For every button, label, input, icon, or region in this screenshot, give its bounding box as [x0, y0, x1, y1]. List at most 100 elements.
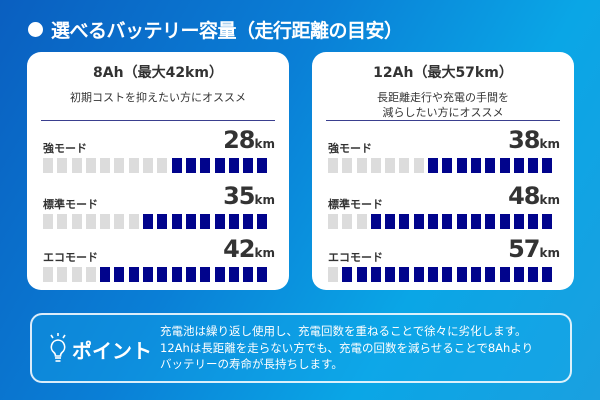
- point-line: 12Ahは長距離を走らない方でも、充電の回数を減らせることで8Ahより: [160, 340, 534, 355]
- range-segment-empty: [128, 214, 139, 229]
- range-segment-filled: [171, 214, 182, 229]
- range-segment-empty: [385, 158, 396, 173]
- range-bar: [43, 158, 268, 173]
- range-segment-filled: [470, 214, 481, 229]
- range-segment-filled: [342, 267, 353, 282]
- range-segment-filled: [542, 267, 553, 282]
- bullet-icon: [28, 22, 43, 37]
- range-value: 38km: [508, 126, 560, 154]
- mode-label: 標準モード: [43, 198, 98, 211]
- range-segment-filled: [399, 267, 410, 282]
- range-segment-empty: [328, 214, 338, 229]
- range-segment-filled: [428, 267, 439, 282]
- range-segment-filled: [528, 267, 539, 282]
- range-segment-filled: [499, 158, 510, 173]
- range-number: 28: [223, 126, 255, 154]
- range-segment-filled: [428, 214, 439, 229]
- section-title: 選べるバッテリー容量（走行距離の目安）: [51, 20, 403, 42]
- range-segment-filled: [128, 267, 139, 282]
- divider: [326, 120, 560, 121]
- range-value: 48km: [508, 182, 560, 210]
- card-subtitle: 初期コストを抑えたい方にオススメ: [27, 90, 289, 120]
- range-unit: km: [254, 193, 275, 207]
- range-segment-empty: [100, 214, 111, 229]
- point-box: ポイント 充電池は繰り返し使用し、充電回数を重ねることで徐々に劣化します。 12…: [30, 313, 572, 383]
- range-segment-filled: [243, 267, 254, 282]
- subtitle-line: 減らしたい方にオススメ: [382, 106, 504, 119]
- battery-card: 12Ah（最大57km） 長距離走行や充電の手間を 減らしたい方にオススメ 強モー…: [312, 52, 574, 290]
- range-segment-filled: [442, 267, 453, 282]
- range-segment-empty: [71, 267, 82, 282]
- range-segment-filled: [185, 214, 196, 229]
- range-segment-empty: [128, 158, 139, 173]
- range-segment-empty: [157, 158, 168, 173]
- range-segment-filled: [442, 214, 453, 229]
- range-segment-filled: [499, 214, 510, 229]
- range-number: 48: [508, 182, 540, 210]
- range-segment-empty: [57, 267, 68, 282]
- range-segment-filled: [214, 214, 225, 229]
- range-segment-filled: [214, 158, 225, 173]
- point-label: ポイント: [72, 339, 152, 363]
- range-segment-filled: [413, 214, 424, 229]
- range-number: 38: [508, 126, 540, 154]
- range-segment-filled: [370, 214, 381, 229]
- range-segment-filled: [228, 214, 239, 229]
- range-segment-empty: [57, 214, 68, 229]
- range-segment-filled: [542, 158, 553, 173]
- range-segment-filled: [428, 158, 439, 173]
- range-segment-filled: [485, 267, 496, 282]
- range-segment-filled: [228, 267, 239, 282]
- range-value: 42km: [223, 235, 275, 263]
- range-segment-filled: [470, 267, 481, 282]
- divider: [41, 120, 275, 121]
- range-segment-filled: [370, 267, 381, 282]
- range-segment-filled: [143, 267, 154, 282]
- range-segment-empty: [100, 158, 111, 173]
- card-title: 12Ah（最大57km）: [373, 65, 513, 81]
- range-segment-filled: [456, 158, 467, 173]
- point-text: 充電池は繰り返し使用し、充電回数を重ねることで徐々に劣化します。 12Ahは長距…: [160, 323, 533, 373]
- battery-card: 8Ah（最大42km） 初期コストを抑えたい方にオススメ 強モード 28km 標…: [27, 52, 289, 290]
- subtitle-line: 長距離走行や充電の手間を: [377, 91, 509, 104]
- range-segment-filled: [385, 267, 396, 282]
- range-segment-empty: [143, 158, 154, 173]
- range-segment-filled: [200, 158, 211, 173]
- range-segment-filled: [243, 214, 254, 229]
- card-subtitle: 長距離走行や充電の手間を 減らしたい方にオススメ: [312, 90, 574, 120]
- range-segment-empty: [57, 158, 68, 173]
- range-bar: [43, 267, 268, 282]
- range-segment-empty: [71, 158, 82, 173]
- range-segment-empty: [43, 158, 53, 173]
- range-segment-filled: [114, 267, 125, 282]
- range-number: 42: [223, 235, 255, 263]
- range-segment-filled: [513, 214, 524, 229]
- subtitle-line: 初期コストを抑えたい方にオススメ: [70, 91, 246, 104]
- range-unit: km: [539, 193, 560, 207]
- range-bar: [328, 267, 553, 282]
- range-segment-filled: [257, 158, 268, 173]
- range-segment-filled: [399, 214, 410, 229]
- range-value: 35km: [223, 182, 275, 210]
- range-segment-empty: [43, 214, 53, 229]
- range-segment-empty: [356, 214, 367, 229]
- point-line: 充電池は繰り返し使用し、充電回数を重ねることで徐々に劣化します。: [160, 324, 527, 338]
- point-line: バッテリーの寿命が長持ちします。: [160, 357, 343, 371]
- range-segment-filled: [257, 214, 268, 229]
- range-segment-filled: [499, 267, 510, 282]
- range-segment-filled: [100, 267, 111, 282]
- range-segment-filled: [157, 214, 168, 229]
- range-segment-empty: [85, 214, 96, 229]
- range-value: 57km: [508, 235, 560, 263]
- range-segment-filled: [456, 214, 467, 229]
- mode-label: 標準モード: [328, 198, 383, 211]
- range-segment-filled: [200, 267, 211, 282]
- range-unit: km: [254, 137, 275, 151]
- range-segment-empty: [370, 158, 381, 173]
- range-segment-filled: [185, 158, 196, 173]
- range-segment-filled: [385, 214, 396, 229]
- range-number: 57: [508, 235, 540, 263]
- mode-label: エコモード: [43, 251, 98, 264]
- range-segment-empty: [342, 158, 353, 173]
- range-segment-filled: [200, 214, 211, 229]
